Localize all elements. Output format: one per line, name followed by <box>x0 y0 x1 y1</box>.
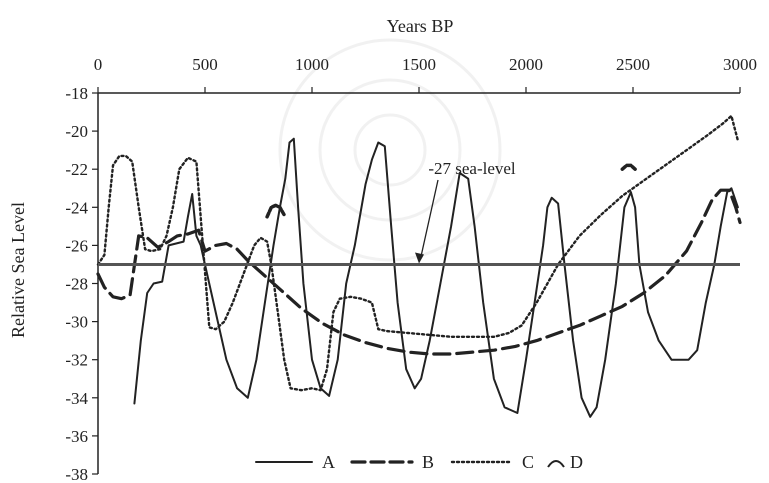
annotation-arrow-head <box>415 252 424 264</box>
annotation-arrow-shaft <box>420 179 439 257</box>
legend-label-c: C <box>522 452 534 472</box>
legend-swatch-d <box>547 460 565 468</box>
y-ticks: -18 -20 -22 -24 -26 -28 -30 -32 -34 -36 -38 <box>65 84 98 483</box>
y-tick-label: -26 <box>65 236 88 255</box>
x-tick-label: 0 <box>94 55 103 74</box>
x-tick-label: 2500 <box>616 55 650 74</box>
y-tick-label: -36 <box>65 427 88 446</box>
x-tick-label: 500 <box>192 55 218 74</box>
y-tick-label: -24 <box>65 198 88 217</box>
x-tick-label: 1000 <box>295 55 329 74</box>
series-line-b <box>96 188 742 356</box>
x-tick-label: 2000 <box>509 55 543 74</box>
x-tick-label: 3000 <box>723 55 757 74</box>
y-tick-label: -38 <box>65 465 88 483</box>
legend-label-d: D <box>570 452 583 472</box>
y-tick-label: -20 <box>65 122 88 141</box>
legend-label-a: A <box>322 452 335 472</box>
y-tick-label: -22 <box>65 160 88 179</box>
annotation-label: -27 sea-level <box>428 159 516 178</box>
annotation: -27 sea-level <box>415 159 516 264</box>
x-tick-label: 1500 <box>402 55 436 74</box>
series-line-c <box>96 114 740 392</box>
y-tick-label: -28 <box>65 275 88 294</box>
y-tick-label: -30 <box>65 313 88 332</box>
y-tick-label: -34 <box>65 389 88 408</box>
y-tick-label: -18 <box>65 84 88 103</box>
series-line-d-segment-2 <box>620 163 637 171</box>
y-axis-title: Relative Sea Level <box>8 202 28 338</box>
x-axis-title: Years BP <box>387 16 454 36</box>
series-line-a <box>133 137 739 418</box>
y-tick-label: -32 <box>65 351 88 370</box>
legend: A B C D <box>255 452 583 472</box>
x-ticks: 0 500 1000 1500 2000 2500 3000 <box>94 55 757 93</box>
series-lines <box>96 114 742 418</box>
series-line-d <box>265 203 286 219</box>
legend-label-b: B <box>422 452 434 472</box>
